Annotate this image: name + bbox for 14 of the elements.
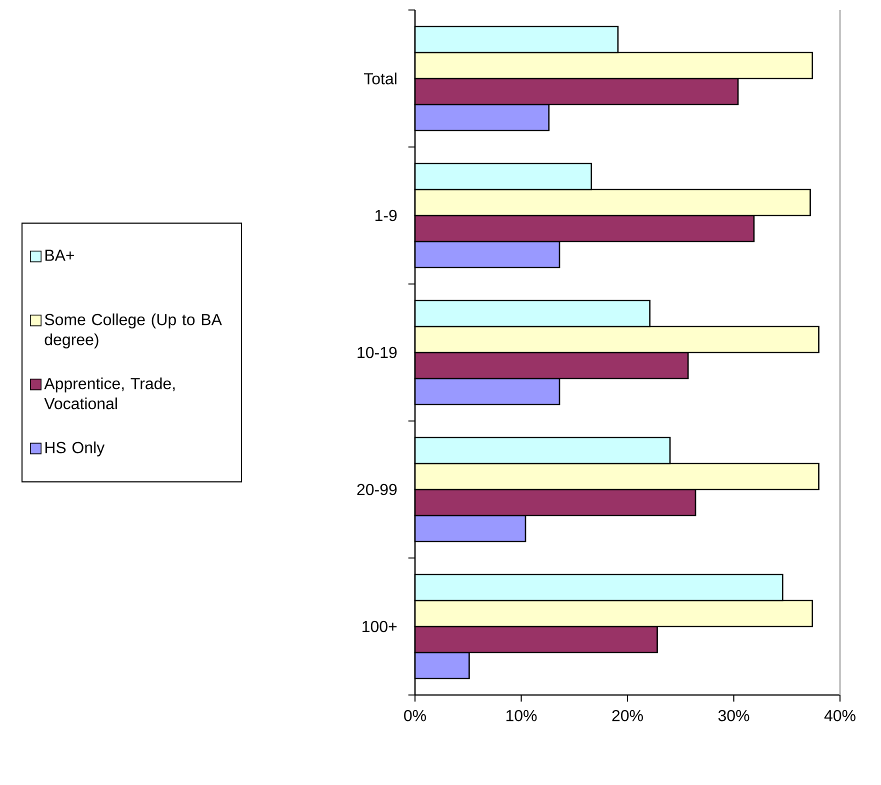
y-tick-label: 100+: [362, 620, 397, 632]
x-tick-label: 0%: [404, 710, 426, 722]
y-tick-label: 10-19: [358, 346, 397, 358]
x-tick-label: 20%: [612, 710, 643, 722]
x-tick-label: 10%: [506, 710, 537, 722]
legend-label: BA+: [45, 250, 74, 261]
legend-label: HS Only: [45, 442, 105, 456]
legend-label: Apprentice, Trade, Vocational: [44, 378, 175, 410]
y-tick-label: Total: [364, 72, 396, 84]
x-tick-label: 40%: [824, 710, 856, 722]
y-tick-label: 1-9: [375, 210, 397, 222]
x-tick-label: 30%: [718, 710, 750, 722]
y-tick-label: 20-99: [357, 484, 397, 496]
legend-label: Some College (Up to BA degree): [44, 314, 222, 348]
